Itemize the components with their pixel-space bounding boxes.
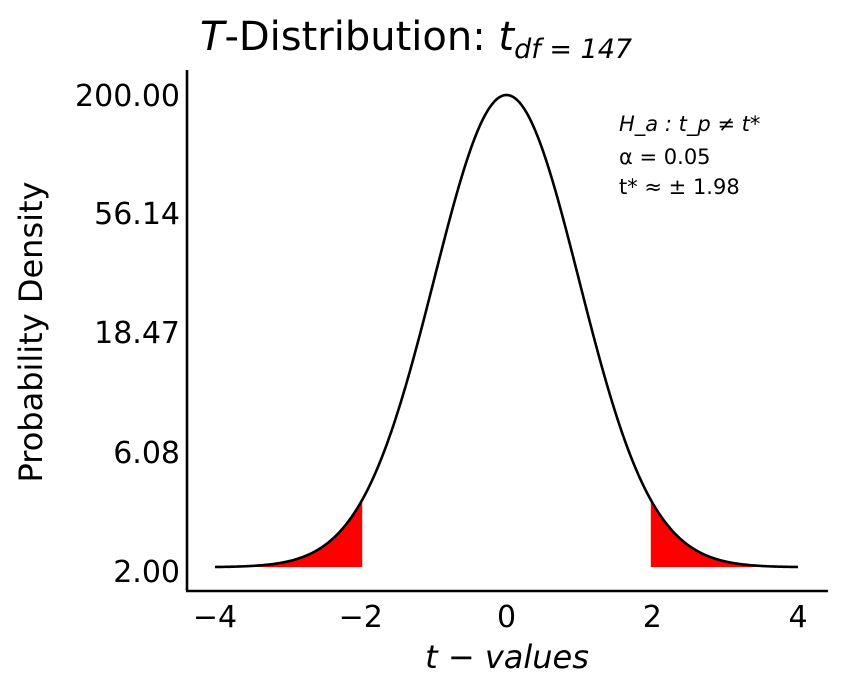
annotation-critical-value: t* ≈ ± 1.98 xyxy=(619,175,740,199)
density-curve-line xyxy=(214,93,799,569)
x-tick-label: −2 xyxy=(339,600,383,635)
annotation-hypothesis: H_a : t_p ≠ t* xyxy=(619,112,760,137)
y-tick-label: 6.08 xyxy=(113,436,180,471)
y-axis-title: Probability Density xyxy=(12,182,50,483)
chart-title: T-Distribution: tdf = 147 xyxy=(200,14,632,65)
y-tick-label: 2.00 xyxy=(113,555,180,590)
title-prefix: T xyxy=(200,14,228,60)
x-tick-label: 4 xyxy=(788,600,807,635)
right-rejection-region xyxy=(650,499,798,567)
title-subscript: df = 147 xyxy=(514,34,632,65)
x-axis-title: t − values xyxy=(425,638,589,676)
annotation-alpha: α = 0.05 xyxy=(619,145,711,169)
x-tick-label: 2 xyxy=(643,600,662,635)
y-tick-label: 56.14 xyxy=(94,197,180,232)
title-middle: -Distribution: xyxy=(224,14,498,60)
x-tick-labels: −4 −2 0 2 4 xyxy=(193,600,808,635)
y-tick-label: 18.47 xyxy=(94,316,180,351)
left-rejection-region xyxy=(215,499,363,567)
x-tick-label: 0 xyxy=(497,600,516,635)
y-tick-label: 200.00 xyxy=(75,79,180,114)
x-tick-label: −4 xyxy=(193,600,237,635)
title-symbol: t xyxy=(498,14,515,60)
